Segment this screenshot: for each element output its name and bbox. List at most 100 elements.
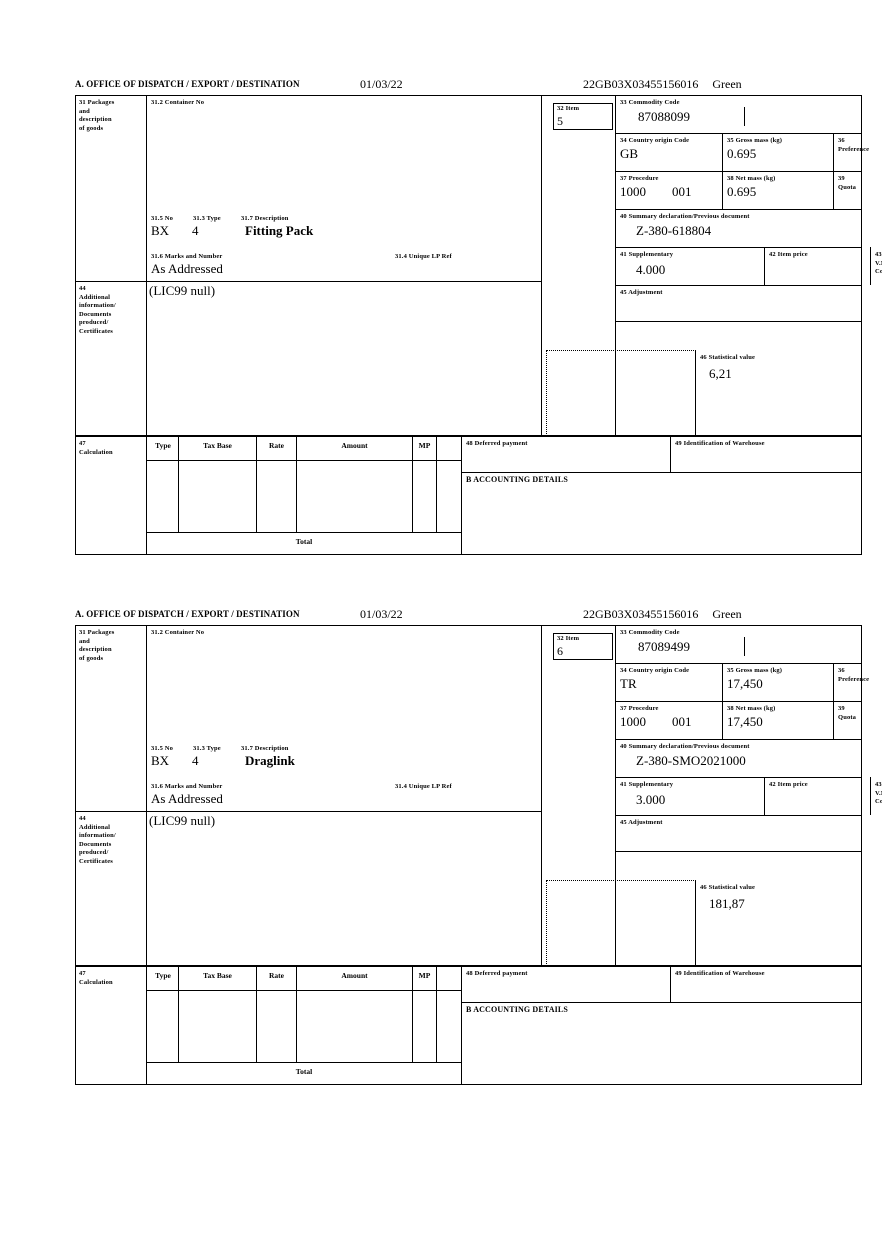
mrn-and-copy: 22GB03X03455156016 Green [583, 77, 742, 92]
box-39-label: 39 Quota [838, 175, 857, 191]
form-header: A. OFFICE OF DISPATCH / EXPORT / DESTINA… [75, 607, 862, 625]
lower-grid-frame [75, 436, 862, 555]
box-41-label: 41 Supplementary [620, 781, 674, 788]
box-37-value: 1000 001 [620, 184, 692, 199]
box-32-value: 6 [557, 644, 563, 658]
box-44-value: (LIC99 null) [149, 813, 216, 828]
box-41-value: 4.000 [636, 262, 666, 277]
rule-45-bottom [615, 851, 862, 852]
customs-declaration-form-1: A. OFFICE OF DISPATCH / EXPORT / DESTINA… [75, 77, 882, 555]
box-47-column-type: Type [155, 441, 171, 450]
box-42-label: 42 Item price [769, 781, 808, 788]
upper-grid-frame [75, 95, 862, 436]
rule-46-left [695, 880, 696, 966]
customs-declaration-form-2: A. OFFICE OF DISPATCH / EXPORT / DESTINA… [75, 607, 882, 1085]
rule-box31-label-divider [146, 625, 147, 966]
box-31-2-container-label: 31.2 Container No [151, 629, 205, 636]
rule-41-45 [615, 285, 862, 286]
form-body: 32 Item 5 31 Packages and description of… [75, 95, 882, 555]
box-45-label: 45 Adjustment [620, 819, 663, 826]
rule-47-total-top [146, 532, 462, 533]
box-32-label: 32 Item [557, 635, 580, 642]
rule-47-col1 [178, 436, 179, 532]
box-46-value: 6,21 [709, 366, 732, 381]
box-40-value: Z-380-SMO2021000 [636, 753, 746, 768]
box-47-column-rate: Rate [269, 971, 284, 980]
rule-box31-right [541, 625, 542, 832]
box-49-label: 49 Identification of Warehouse [675, 440, 765, 447]
box-33-label: 33 Commodity Code [620, 99, 680, 106]
rule-48-49 [670, 966, 671, 1002]
rule-box-33-split [744, 637, 745, 656]
rule-34-37 [615, 171, 862, 172]
rule-40-41 [615, 777, 862, 778]
box-31-5-no-label: 31.5 No [151, 215, 173, 222]
rule-47-header-bottom [146, 460, 462, 461]
box-44-label: 44 Additional information/ Documents pro… [79, 285, 116, 335]
office-of-dispatch-label: A. OFFICE OF DISPATCH / EXPORT / DESTINA… [75, 609, 300, 619]
form-header: A. OFFICE OF DISPATCH / EXPORT / DESTINA… [75, 77, 862, 95]
box-47-column-tax-base: Tax Base [203, 441, 232, 450]
rule-41-42 [764, 777, 765, 815]
box-31-7-description-label: 31.7 Description [241, 215, 289, 222]
box-48-label: 48 Deferred payment [466, 440, 528, 447]
box-31-7-description-label: 31.7 Description [241, 745, 289, 752]
box-31-label: 31 Packages and description of goods [79, 629, 115, 662]
rule-48-b [461, 472, 862, 473]
box-37-label: 37 Procedure [620, 175, 659, 182]
box-34-value: GB [620, 146, 639, 161]
rule-box44-right [541, 811, 542, 966]
dotted-rule-horizontal [546, 350, 696, 351]
box-43-label: 43 V.M. Code [875, 781, 882, 805]
rule-34-37 [615, 701, 862, 702]
box-b-label: B ACCOUNTING DETAILS [466, 475, 568, 484]
rule-box-33-bottom [615, 133, 862, 134]
box-31-label: 31 Packages and description of goods [79, 99, 115, 132]
rule-47-col4 [412, 436, 413, 532]
box-31-6-marks-label: 31.6 Marks and Number [151, 253, 223, 260]
rule-47-col4 [412, 966, 413, 1062]
box-47-column-tax-base: Tax Base [203, 971, 232, 980]
mrn-value: 22GB03X03455156016 [583, 77, 699, 91]
box-38-label: 38 Net mass (kg) [727, 705, 776, 712]
copy-colour: Green [712, 77, 742, 91]
box-34-label: 34 Country origin Code [620, 667, 690, 674]
box-32-item: 32 Item 6 [553, 633, 613, 660]
rule-42-43 [870, 247, 871, 285]
box-47-label: 47 Calculation [79, 970, 113, 986]
box-32-value: 5 [557, 114, 563, 128]
dotted-rule-vertical [546, 880, 547, 966]
box-35-label: 35 Gross mass (kg) [727, 667, 783, 674]
rule-box31-right [541, 95, 542, 302]
box-41-label: 41 Supplementary [620, 251, 674, 258]
box-46-value: 181,87 [709, 896, 745, 911]
box-34-value: TR [620, 676, 637, 691]
box-48-label: 48 Deferred payment [466, 970, 528, 977]
lower-grid-frame [75, 966, 862, 1085]
box-31-7-description-value: Draglink [245, 753, 295, 768]
upper-grid-frame [75, 625, 862, 966]
box-47-column-amount: Amount [341, 441, 368, 450]
rule-box44-top [75, 281, 541, 282]
box-31-3-type-value: 4 [192, 223, 199, 238]
box-46-label: 46 Statistical value [700, 884, 755, 891]
rule-37-40 [615, 739, 862, 740]
rule-47-header-bottom [146, 990, 462, 991]
rule-47-total-top [146, 1062, 462, 1063]
box-47-column-rate: Rate [269, 441, 284, 450]
rule-box44-top [75, 811, 541, 812]
box-32-label: 32 Item [557, 105, 580, 112]
box-31-5-no-value: BX [151, 753, 170, 768]
box-35-value: 0.695 [727, 146, 757, 161]
rule-right-column [615, 95, 616, 436]
rule-47-col2 [256, 436, 257, 532]
rule-41-42 [764, 247, 765, 285]
box-38-value: 0.695 [727, 184, 757, 199]
box-43-label: 43 V.M. Code [875, 251, 882, 275]
box-31-5-no-value: BX [151, 223, 170, 238]
box-31-6-marks-value: As Addressed [151, 261, 223, 276]
box-31-6-marks-label: 31.6 Marks and Number [151, 783, 223, 790]
box-31-4-uniquelp-label: 31.4 Unique LP Ref [395, 783, 452, 790]
box-44-value: (LIC99 null) [149, 283, 216, 298]
